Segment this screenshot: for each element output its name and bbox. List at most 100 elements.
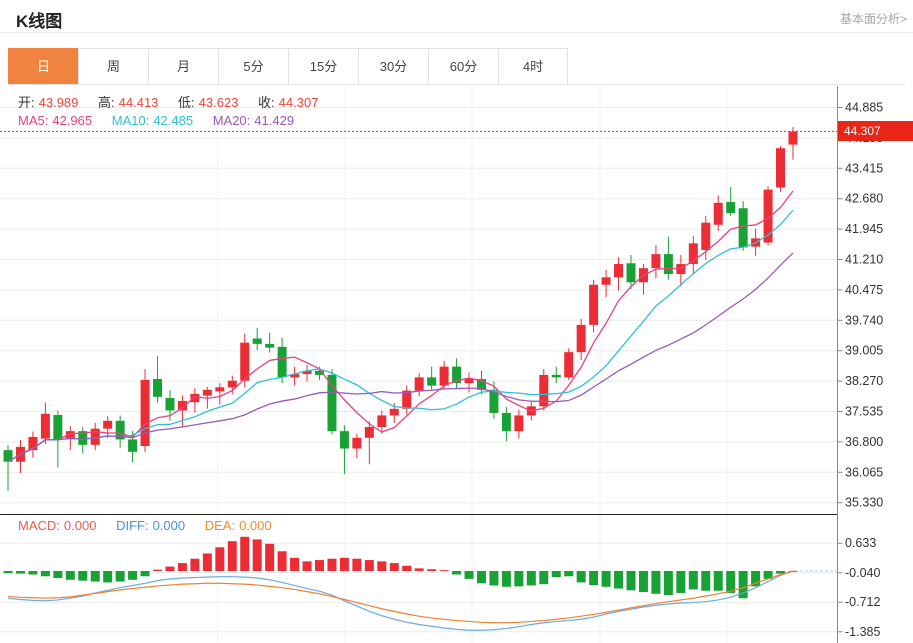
- macd-bar: [15, 571, 25, 574]
- ma20-label: MA20:: [212, 113, 251, 128]
- price-axis-label: 36.800: [845, 435, 883, 449]
- tabbar-filler: [568, 48, 905, 84]
- price-axis-label: 42.680: [845, 192, 883, 206]
- macd-bar: [651, 571, 661, 594]
- candle-body: [626, 263, 636, 283]
- dea-label: DEA:: [204, 518, 236, 533]
- price-axis-label: 40.475: [845, 283, 883, 297]
- macd-bar: [551, 571, 561, 578]
- macd-legend: MACD: 0.000 DIFF: 0.000 DEA: 0.000: [18, 518, 276, 533]
- candle-body: [377, 415, 387, 428]
- macd-bar: [614, 571, 624, 589]
- close-label: 收:: [258, 95, 275, 110]
- candle-body: [339, 431, 349, 449]
- candle-body: [327, 374, 337, 432]
- ma10-value: 42.485: [153, 113, 194, 128]
- macd-bar: [103, 571, 113, 583]
- candle-body: [315, 370, 324, 375]
- macd-bar: [265, 543, 275, 571]
- candle-body: [65, 431, 75, 440]
- candle-body: [427, 377, 437, 386]
- macd-bar: [676, 571, 686, 593]
- dea-value: 0.000: [239, 518, 272, 533]
- price-axis-label: 43.415: [845, 161, 883, 175]
- tab-month[interactable]: 月: [148, 48, 218, 84]
- candle-body: [776, 148, 786, 188]
- macd-bar: [40, 571, 50, 577]
- candle-body: [452, 366, 462, 384]
- macd-bar: [165, 566, 175, 571]
- candle-body: [601, 277, 611, 285]
- open-value: 43.989: [38, 95, 79, 110]
- candle-body: [576, 324, 586, 353]
- candle-body: [726, 202, 736, 214]
- candle-body: [551, 374, 561, 378]
- macd-bar: [489, 571, 499, 586]
- diff-line: [7, 570, 794, 631]
- macd-bar: [315, 560, 324, 571]
- candle-body: [227, 380, 237, 388]
- candle-body: [389, 408, 399, 416]
- macd-bar: [389, 563, 399, 571]
- ma10-line: [7, 209, 794, 463]
- tab-day[interactable]: 日: [8, 48, 78, 84]
- candle-body: [763, 189, 773, 243]
- period-tabs: 日 周 月 5分 15分 30分 60分 4时: [8, 48, 905, 85]
- candle-body: [290, 374, 300, 378]
- macd-axis-label: -1.385: [845, 625, 880, 639]
- macd-bar: [501, 571, 511, 587]
- ma20-value: 41.429: [254, 113, 295, 128]
- candle-body: [651, 254, 661, 269]
- macd-bar: [514, 571, 524, 587]
- macd-bar: [402, 565, 412, 571]
- macd-bar: [526, 571, 536, 586]
- candle-body: [663, 254, 673, 274]
- macd-bar: [327, 558, 337, 571]
- macd-bar: [252, 539, 262, 571]
- macd-bar: [65, 571, 75, 580]
- macd-bar: [78, 571, 88, 581]
- candle-body: [103, 420, 113, 429]
- candle-body: [439, 366, 449, 386]
- tab-30min[interactable]: 30分: [358, 48, 428, 84]
- macd-bar: [128, 571, 138, 580]
- macd-bar: [439, 570, 449, 572]
- price-axis-label: 44.885: [845, 101, 883, 115]
- macd-bar: [240, 536, 250, 571]
- tab-15min[interactable]: 15分: [288, 48, 358, 84]
- candle-body: [128, 439, 138, 452]
- macd-bar: [763, 571, 773, 579]
- tab-60min[interactable]: 60分: [428, 48, 498, 84]
- high-value: 44.413: [118, 95, 159, 110]
- diff-value: 0.000: [152, 518, 186, 533]
- low-label: 低:: [178, 95, 195, 110]
- candle-body: [713, 202, 723, 225]
- candle-body: [489, 389, 499, 413]
- macd-bar: [476, 571, 486, 584]
- tab-5min[interactable]: 5分: [218, 48, 288, 84]
- ma5-value: 42.965: [52, 113, 93, 128]
- price-axis-label: 41.945: [845, 222, 883, 236]
- macd-bar: [589, 571, 599, 586]
- macd-bar: [626, 571, 636, 591]
- candle-body: [788, 131, 798, 145]
- macd-bar: [564, 571, 574, 577]
- candle-body: [28, 436, 38, 451]
- candle-body: [564, 352, 574, 378]
- fundamental-analysis-link[interactable]: 基本面分析>: [839, 12, 907, 26]
- candle-body: [265, 343, 275, 348]
- macd-bar: [776, 571, 786, 574]
- macd-bar: [215, 547, 225, 571]
- price-axis-label: 38.270: [845, 374, 883, 388]
- tab-4hour[interactable]: 4时: [498, 48, 568, 84]
- macd-bar: [277, 551, 287, 571]
- macd-bar: [115, 571, 125, 582]
- ma-legend: MA5: 42.965 MA10: 42.485 MA20: 41.429: [18, 113, 298, 128]
- candle-body: [53, 415, 63, 440]
- macd-bar: [290, 557, 300, 571]
- macd-bar: [202, 553, 212, 571]
- tab-week[interactable]: 周: [78, 48, 148, 84]
- macd-bar: [738, 571, 748, 599]
